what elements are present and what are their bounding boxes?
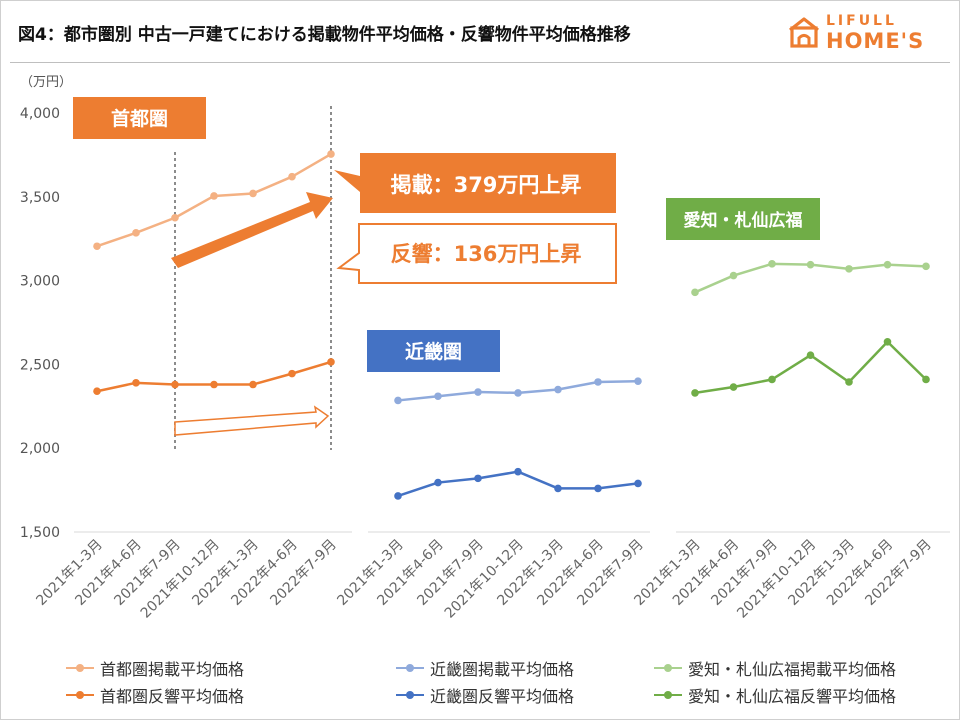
data-point [474, 474, 482, 483]
data-point [434, 478, 442, 487]
data-point [768, 375, 776, 384]
y-tick-label: 2,500 [20, 357, 60, 373]
callout-response-box [336, 223, 617, 284]
legend-label: 近畿圏掲載平均価格 [430, 660, 575, 679]
data-point [691, 389, 699, 397]
data-point [288, 369, 296, 378]
data-point [883, 337, 892, 346]
legend-label: 愛知・札仙広福反響平均価格 [688, 687, 897, 706]
y-tick-label: 2,000 [20, 441, 60, 457]
callout-listing-box [334, 153, 616, 213]
callout-response-text: 反響：136万円上昇 [391, 242, 582, 266]
data-point [93, 387, 101, 396]
region-label-box [73, 97, 206, 139]
y-tick-label: 3,000 [20, 274, 60, 290]
region-label: 近畿圏 [405, 340, 462, 363]
data-point [845, 265, 853, 273]
data-point [922, 375, 930, 384]
house-icon [789, 17, 819, 48]
data-point [554, 385, 562, 394]
response-arrow [174, 405, 330, 436]
data-point [327, 358, 335, 366]
logo-text-top: LIFULL [826, 13, 897, 29]
legend-label: 首都圏反響平均価格 [100, 687, 245, 706]
region-label-box [666, 198, 820, 240]
logo-text-bottom: HOME'S [826, 29, 925, 53]
data-point [594, 378, 602, 386]
data-point [249, 380, 257, 389]
data-point [634, 479, 642, 488]
data-point [434, 392, 442, 401]
data-point [883, 260, 892, 269]
legend-label: 首都圏掲載平均価格 [100, 660, 245, 679]
data-point [514, 389, 522, 397]
y-unit-label: （万円） [20, 75, 72, 90]
data-point [634, 377, 642, 385]
data-point [474, 388, 482, 396]
data-point [249, 189, 257, 198]
legend-item: 近畿圏掲載平均価格 [396, 656, 574, 680]
data-point [93, 242, 101, 251]
legend-swatch [654, 662, 682, 674]
data-point [768, 260, 776, 268]
data-point [394, 396, 402, 405]
legend-item: 愛知・札仙広福掲載平均価格 [654, 656, 896, 680]
legend-swatch [396, 662, 424, 674]
data-point [210, 192, 218, 200]
data-point [729, 271, 738, 280]
legend-swatch [396, 689, 424, 701]
y-tick-label: 1,500 [20, 525, 60, 541]
region-label-box [367, 330, 500, 372]
x-tick-label: 2021年1-3月 [33, 537, 105, 609]
legend-swatch [66, 662, 94, 674]
lifull-homes-logo: LIFULL HOME'S [786, 12, 938, 54]
y-tick-label: 3,500 [20, 190, 60, 206]
data-point [132, 379, 140, 387]
data-point [210, 380, 218, 389]
legend-swatch [654, 689, 682, 701]
increase-arrow [171, 192, 333, 268]
legend-label: 愛知・札仙広福掲載平均価格 [688, 660, 897, 679]
region-label: 愛知・札仙広福 [684, 210, 803, 231]
series-line [694, 340, 927, 395]
data-point [171, 380, 179, 389]
legend-item: 首都圏反響平均価格 [66, 683, 244, 707]
data-point [594, 484, 602, 493]
data-point [691, 288, 699, 297]
y-tick-label: 4,000 [20, 106, 60, 122]
data-point [394, 492, 402, 500]
legend-label: 近畿圏反響平均価格 [430, 687, 575, 706]
region-label: 首都圏 [111, 107, 168, 130]
data-point [327, 150, 335, 158]
data-point [171, 213, 179, 222]
figure-title: 図4：都市圏別 中古一戸建てにおける掲載物件平均価格・反響物件平均価格推移 [18, 25, 631, 45]
data-point [288, 172, 296, 181]
legend-item: 首都圏掲載平均価格 [66, 656, 244, 680]
callout-listing-text: 掲載：379万円上昇 [391, 173, 582, 197]
legend-swatch [66, 689, 94, 701]
data-point [729, 383, 738, 391]
data-point [132, 229, 140, 237]
title-divider [10, 62, 950, 63]
data-point [806, 351, 815, 359]
series-line [96, 152, 332, 248]
data-point [514, 467, 522, 476]
data-point [806, 260, 815, 269]
data-point [845, 378, 853, 386]
data-point [922, 262, 930, 271]
legend-item: 愛知・札仙広福反響平均価格 [654, 683, 896, 707]
legend-item: 近畿圏反響平均価格 [396, 683, 574, 707]
data-point [554, 484, 562, 493]
